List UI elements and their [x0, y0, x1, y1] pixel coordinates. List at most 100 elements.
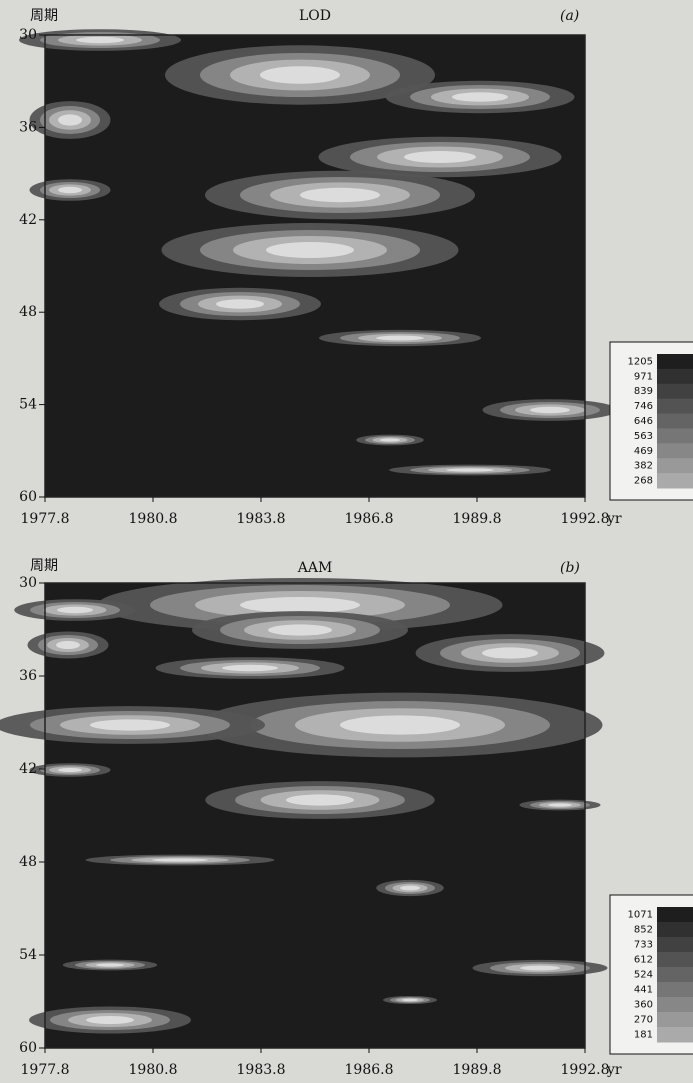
x-tick-label: 1983.8: [237, 1062, 286, 1078]
contour-region: [446, 468, 494, 472]
contour-region: [400, 885, 420, 891]
x-tick-label: 1977.8: [21, 1062, 70, 1078]
contour-region: [402, 998, 418, 1002]
colorbar-swatch: [657, 458, 693, 474]
x-axis-label: yr: [606, 511, 622, 527]
y-tick-label: 30: [19, 27, 37, 43]
y-tick-label: 60: [19, 489, 37, 505]
colorbar-label: 746: [634, 401, 653, 412]
contour-region: [340, 715, 460, 735]
chart-title: LOD: [299, 8, 331, 24]
colorbar-swatch: [657, 1027, 693, 1043]
x-tick-label: 1986.8: [345, 511, 394, 527]
y-tick-label: 54: [19, 947, 37, 963]
contour-region: [57, 606, 93, 614]
contour-region: [56, 641, 80, 649]
colorbar-label: 524: [634, 970, 653, 981]
colorbar-label: 646: [634, 416, 653, 427]
colorbar-swatch: [657, 443, 693, 459]
contour-region: [58, 186, 82, 194]
colorbar-label: 360: [634, 1000, 653, 1011]
colorbar-swatch: [657, 997, 693, 1013]
y-tick-label: 30: [19, 575, 37, 591]
chart-title: AAM: [297, 560, 333, 576]
y-tick-label: 60: [19, 1040, 37, 1056]
colorbar-swatch: [657, 1012, 693, 1028]
contour-region: [260, 66, 340, 84]
contour-region: [216, 299, 264, 309]
colorbar-swatch: [657, 937, 693, 953]
y-tick-label: 42: [19, 212, 37, 228]
colorbar-swatch: [657, 428, 693, 444]
x-tick-label: 1983.8: [237, 511, 286, 527]
colorbar-swatch: [657, 383, 693, 400]
colorbar-label: 733: [634, 940, 653, 951]
plot-frame: [44, 582, 586, 1049]
contour-region: [404, 151, 476, 163]
contour-region: [222, 664, 278, 672]
colorbar-swatch: [657, 967, 693, 983]
y-axis-label: 周期: [30, 558, 58, 574]
colorbar-label: 852: [634, 925, 653, 936]
contour-region: [152, 858, 208, 862]
contour-region: [266, 242, 354, 258]
contour-region: [380, 438, 400, 442]
colorbar-label: 270: [634, 1015, 653, 1026]
colorbar-swatch: [657, 398, 693, 415]
colorbar-label: 839: [634, 386, 653, 397]
x-tick-label: 1989.8: [453, 1062, 502, 1078]
colorbar-label: 563: [634, 431, 653, 442]
contour-region: [520, 965, 560, 971]
x-tick-label: 1980.8: [129, 1062, 178, 1078]
panel-label: (a): [560, 8, 579, 24]
colorbar-label: 469: [634, 446, 653, 457]
contour-region: [300, 187, 380, 203]
y-axis-label: 周期: [30, 8, 58, 24]
y-tick-label: 48: [19, 304, 37, 320]
x-axis-label: yr: [606, 1062, 622, 1078]
contour-region: [240, 597, 360, 613]
contour-region: [482, 647, 538, 659]
x-tick-label: 1989.8: [453, 511, 502, 527]
colorbar-swatch: [657, 413, 693, 429]
contour-region: [268, 624, 332, 636]
contour-region: [86, 1016, 134, 1024]
colorbar-swatch: [657, 473, 693, 489]
x-tick-label: 1977.8: [21, 511, 70, 527]
contour-region: [58, 768, 82, 772]
colorbar-swatch: [657, 982, 693, 998]
y-tick-label: 36: [19, 119, 37, 135]
y-tick-label: 54: [19, 397, 37, 413]
colorbar-swatch: [657, 952, 693, 968]
y-tick-label: 48: [19, 854, 37, 870]
colorbar-label: 268: [634, 476, 653, 487]
plot-frame: [44, 34, 586, 498]
colorbar-label: 1071: [628, 910, 653, 921]
colorbar-label: 612: [634, 955, 653, 966]
colorbar: 1205 971 839 746 646 563 469 382 268: [609, 341, 693, 501]
contour-region: [530, 406, 570, 414]
contour-region: [76, 36, 124, 44]
colorbar: 1071 852 733 612 524 441 360 270 181: [609, 894, 693, 1055]
x-tick-label: 1992.8: [561, 511, 610, 527]
y-tick-label: 42: [19, 761, 37, 777]
colorbar-swatch: [657, 368, 693, 385]
colorbar-label: 382: [634, 461, 653, 472]
colorbar-swatch: [657, 354, 693, 370]
contour-region: [58, 114, 82, 126]
contour-region: [452, 92, 508, 102]
colorbar-swatch: [657, 907, 693, 923]
colorbar-swatch: [657, 922, 693, 938]
x-tick-label: 1986.8: [345, 1062, 394, 1078]
colorbar-label: 971: [634, 371, 653, 382]
colorbar-label: 441: [634, 985, 653, 996]
contour-region: [548, 803, 572, 807]
contour-region: [90, 719, 170, 731]
colorbar-label: 181: [634, 1030, 653, 1041]
x-tick-label: 1980.8: [129, 511, 178, 527]
colorbar-label: 1205: [628, 356, 653, 367]
panel-label: (b): [560, 560, 580, 576]
x-tick-label: 1992.8: [561, 1062, 610, 1078]
contour-region: [286, 794, 354, 806]
